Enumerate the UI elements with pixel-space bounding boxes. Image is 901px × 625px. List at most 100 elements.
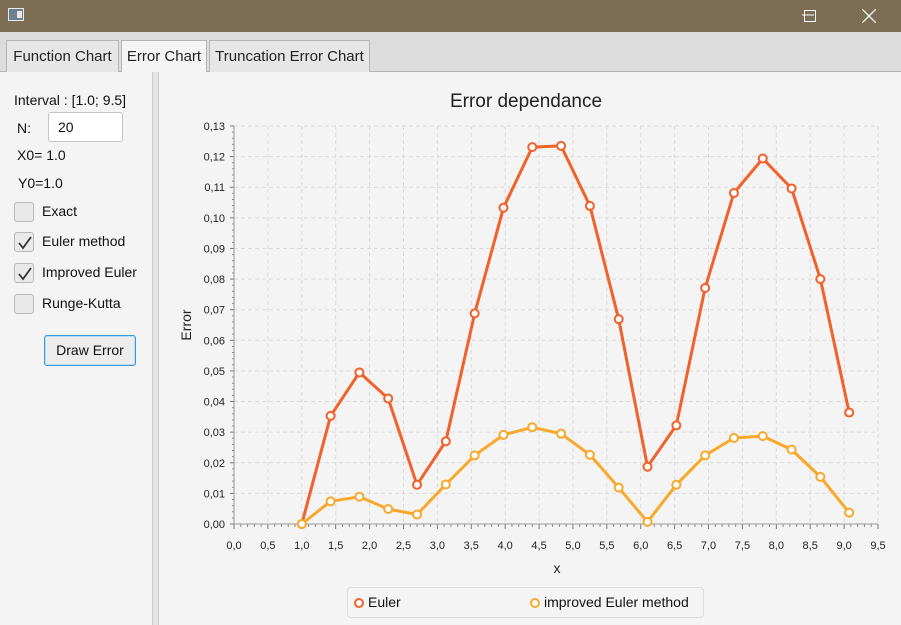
improved-euler-checkbox[interactable] (14, 263, 34, 283)
maximize-icon (804, 10, 816, 22)
data-point-improved-euler (296, 519, 307, 529)
interval-label: Interval : [1.0; 9.5] (14, 92, 127, 108)
data-point-improved-euler (671, 479, 682, 490)
split-pane-divider[interactable] (152, 72, 159, 625)
y-tick-label: 0,01 (204, 488, 225, 500)
x-tick-label: 4,0 (498, 540, 513, 552)
x-tick-label: 3,5 (464, 540, 479, 552)
tab-truncation-error-chart[interactable]: Truncation Error Chart (209, 40, 370, 72)
x-tick-label: 7,0 (701, 540, 716, 552)
data-point-euler (469, 308, 480, 319)
euler-method-label: Euler method (42, 233, 126, 249)
x-tick-label: 1,0 (294, 540, 309, 552)
legend-marker-improved-euler (530, 598, 540, 608)
n-label: N: (17, 120, 31, 136)
data-point-improved-euler (728, 432, 739, 443)
chart-title: Error dependance (450, 91, 602, 112)
chart-axes: 0,000,010,020,030,040,050,060,070,080,09… (204, 121, 886, 552)
y-tick-label: 0,10 (204, 213, 225, 225)
data-point-improved-euler (844, 507, 855, 518)
x-axis-label: x (554, 560, 561, 576)
data-point-improved-euler (584, 449, 595, 460)
data-point-euler (412, 479, 423, 490)
x-tick-label: 6,0 (633, 540, 648, 552)
close-icon (862, 9, 876, 23)
x0-label: X0= 1.0 (17, 147, 66, 163)
x-tick-label: 8,0 (769, 540, 784, 552)
checkmark-icon (18, 267, 32, 281)
x-tick-label: 1,5 (328, 540, 343, 552)
data-point-improved-euler (383, 503, 394, 514)
x-tick-label: 2,0 (362, 540, 377, 552)
tab-error-chart[interactable]: Error Chart (121, 40, 207, 73)
data-point-euler (642, 461, 653, 472)
n-input[interactable] (48, 112, 123, 142)
y-tick-label: 0,12 (204, 152, 225, 164)
runge-kutta-checkbox[interactable] (14, 294, 34, 314)
x-tick-label: 3,0 (430, 540, 445, 552)
x-tick-label: 0,5 (260, 540, 275, 552)
y-tick-label: 0,06 (204, 335, 225, 347)
x-tick-label: 8,5 (803, 540, 818, 552)
chart-legend: Euler improved Euler method (347, 587, 704, 618)
data-point-improved-euler (642, 516, 653, 527)
y-tick-label: 0,04 (204, 397, 225, 409)
data-point-improved-euler (556, 428, 567, 439)
x-tick-label: 0,0 (226, 540, 241, 552)
y-tick-label: 0,03 (204, 427, 225, 439)
tab-function-chart[interactable]: Function Chart (6, 40, 119, 72)
data-point-euler (700, 282, 711, 293)
draw-error-button[interactable]: Draw Error (44, 335, 136, 366)
data-point-improved-euler (354, 491, 365, 502)
improved-euler-label: Improved Euler (42, 264, 137, 280)
runge-kutta-label: Runge-Kutta (42, 295, 121, 311)
legend-label-improved-euler: improved Euler method (544, 594, 689, 610)
app-icon (8, 8, 24, 21)
series-line-euler (300, 144, 851, 525)
data-point-euler (584, 200, 595, 211)
data-point-euler (440, 436, 451, 447)
legend-marker-euler (354, 598, 364, 608)
data-point-euler (728, 188, 739, 199)
data-point-euler (757, 153, 768, 164)
y-tick-label: 0,07 (204, 305, 225, 317)
data-point-euler (498, 202, 509, 213)
data-point-improved-euler (412, 509, 423, 520)
legend-label-euler: Euler (368, 594, 401, 610)
x-tick-label: 9,5 (870, 540, 885, 552)
y-tick-label: 0,08 (204, 274, 225, 286)
data-point-improved-euler (815, 471, 826, 482)
data-point-improved-euler (613, 482, 624, 493)
plot-background (234, 126, 878, 524)
exact-label: Exact (42, 203, 78, 219)
x-tick-label: 7,5 (735, 540, 750, 552)
x-tick-label: 6,5 (667, 540, 682, 552)
data-point-euler (815, 274, 826, 285)
y-axis-label: Error (178, 309, 194, 340)
data-point-euler (786, 183, 797, 194)
data-point-euler (556, 140, 567, 151)
exact-checkbox[interactable] (14, 202, 34, 222)
data-point-improved-euler (700, 450, 711, 461)
data-point-improved-euler (527, 422, 538, 433)
maximize-button[interactable] (787, 0, 833, 32)
data-point-improved-euler (325, 496, 336, 507)
y-tick-label: 0,02 (204, 458, 225, 470)
close-button[interactable] (845, 0, 891, 32)
euler-method-checkbox[interactable] (14, 232, 34, 252)
data-point-improved-euler (498, 429, 509, 440)
data-point-improved-euler (469, 450, 480, 461)
chart-series (296, 140, 855, 529)
data-point-euler (671, 420, 682, 431)
y-tick-label: 0,11 (204, 182, 225, 194)
checkmark-icon (18, 236, 32, 250)
data-point-euler (527, 142, 538, 153)
title-bar (0, 0, 901, 32)
y-tick-label: 0,00 (204, 519, 225, 531)
tab-bar: Function Chart Error Chart Truncation Er… (0, 32, 901, 73)
chart-grid (234, 125, 879, 524)
x-tick-label: 9,0 (836, 540, 851, 552)
data-point-euler (844, 407, 855, 418)
x-tick-label: 5,0 (565, 540, 580, 552)
y-tick-label: 0,09 (204, 243, 225, 255)
